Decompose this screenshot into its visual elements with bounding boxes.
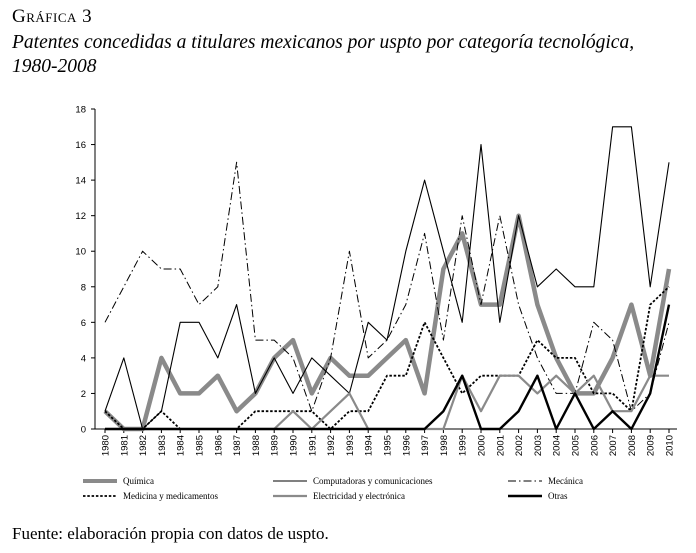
y-tick-label: 0 bbox=[81, 425, 86, 436]
x-tick-label: 1984 bbox=[176, 435, 187, 456]
x-tick-label: 1987 bbox=[232, 435, 243, 456]
x-tick-label: 1995 bbox=[383, 435, 394, 456]
x-tick-label: 1980 bbox=[101, 435, 112, 456]
chart-title: Patentes concedidas a titulares mexicano… bbox=[12, 32, 635, 77]
series-lines bbox=[103, 126, 672, 432]
x-tick-label: 1983 bbox=[157, 435, 168, 456]
x-tick-label: 2007 bbox=[608, 435, 619, 456]
x-tick-label: 1997 bbox=[420, 435, 431, 456]
x-tick-label: 2006 bbox=[589, 435, 600, 456]
axes: 0 2 4 6 8 10 12 14 16 18 1980 1981 1982 1983 1984 1985 1… bbox=[75, 105, 677, 456]
x-tick-label: 1991 bbox=[307, 435, 318, 456]
y-tick-label: 18 bbox=[75, 105, 86, 116]
y-tick-label: 14 bbox=[75, 176, 86, 187]
x-tick-label: 2000 bbox=[477, 435, 488, 456]
x-tick-label: 2001 bbox=[495, 435, 506, 456]
x-tick-label: 1996 bbox=[401, 435, 412, 456]
y-tick-label: 12 bbox=[75, 211, 86, 222]
legend-label: Medicina y medicamentos bbox=[123, 491, 218, 501]
x-tick-label: 1998 bbox=[439, 435, 450, 456]
x-tick-label: 1989 bbox=[270, 435, 281, 456]
series-line-5 bbox=[105, 374, 669, 431]
y-tick-label: 16 bbox=[75, 140, 86, 151]
series-line-4 bbox=[104, 286, 670, 430]
figure-label: Gráfica 3 bbox=[12, 6, 93, 27]
x-tick-label: 1981 bbox=[119, 435, 130, 456]
x-tick-label: 2009 bbox=[646, 435, 657, 456]
x-tick-label: 2005 bbox=[571, 435, 582, 456]
x-tick-label: 1986 bbox=[213, 435, 224, 456]
x-tick-label: 1994 bbox=[364, 435, 375, 456]
x-tick-label: 1982 bbox=[138, 435, 149, 456]
x-tick-label: 2004 bbox=[552, 435, 563, 456]
legend-label: Química bbox=[123, 476, 154, 486]
x-tick-label: 2003 bbox=[533, 435, 544, 456]
x-tick-label: 1988 bbox=[251, 435, 262, 456]
x-tick-label: 1992 bbox=[326, 435, 337, 456]
y-tick-label: 8 bbox=[81, 282, 86, 293]
source-note: Fuente: elaboración propia con datos de … bbox=[12, 524, 329, 543]
y-tick-label: 6 bbox=[81, 318, 86, 329]
x-tick-label: 2010 bbox=[665, 435, 676, 456]
x-tick-label: 1993 bbox=[345, 435, 356, 456]
x-tick-label: 2008 bbox=[627, 435, 638, 456]
x-tick-label: 1999 bbox=[458, 435, 469, 456]
legend: Química Computadoras y comunicaciones Mecá… bbox=[83, 476, 583, 501]
y-tick-label: 4 bbox=[81, 353, 86, 364]
series-line-6 bbox=[105, 304, 671, 431]
y-tick-label: 2 bbox=[81, 389, 86, 400]
x-tick-label: 1990 bbox=[289, 435, 300, 456]
legend-label: Mecánica bbox=[548, 476, 583, 486]
y-tick-label: 10 bbox=[75, 247, 86, 258]
legend-label: Computadoras y comunicaciones bbox=[313, 476, 433, 486]
series-line-2 bbox=[104, 126, 670, 430]
x-tick-label: 1985 bbox=[195, 435, 206, 456]
x-tick-label: 2002 bbox=[514, 435, 525, 456]
legend-label: Otras bbox=[548, 491, 568, 501]
legend-label: Electricidad y electrónica bbox=[313, 491, 405, 501]
